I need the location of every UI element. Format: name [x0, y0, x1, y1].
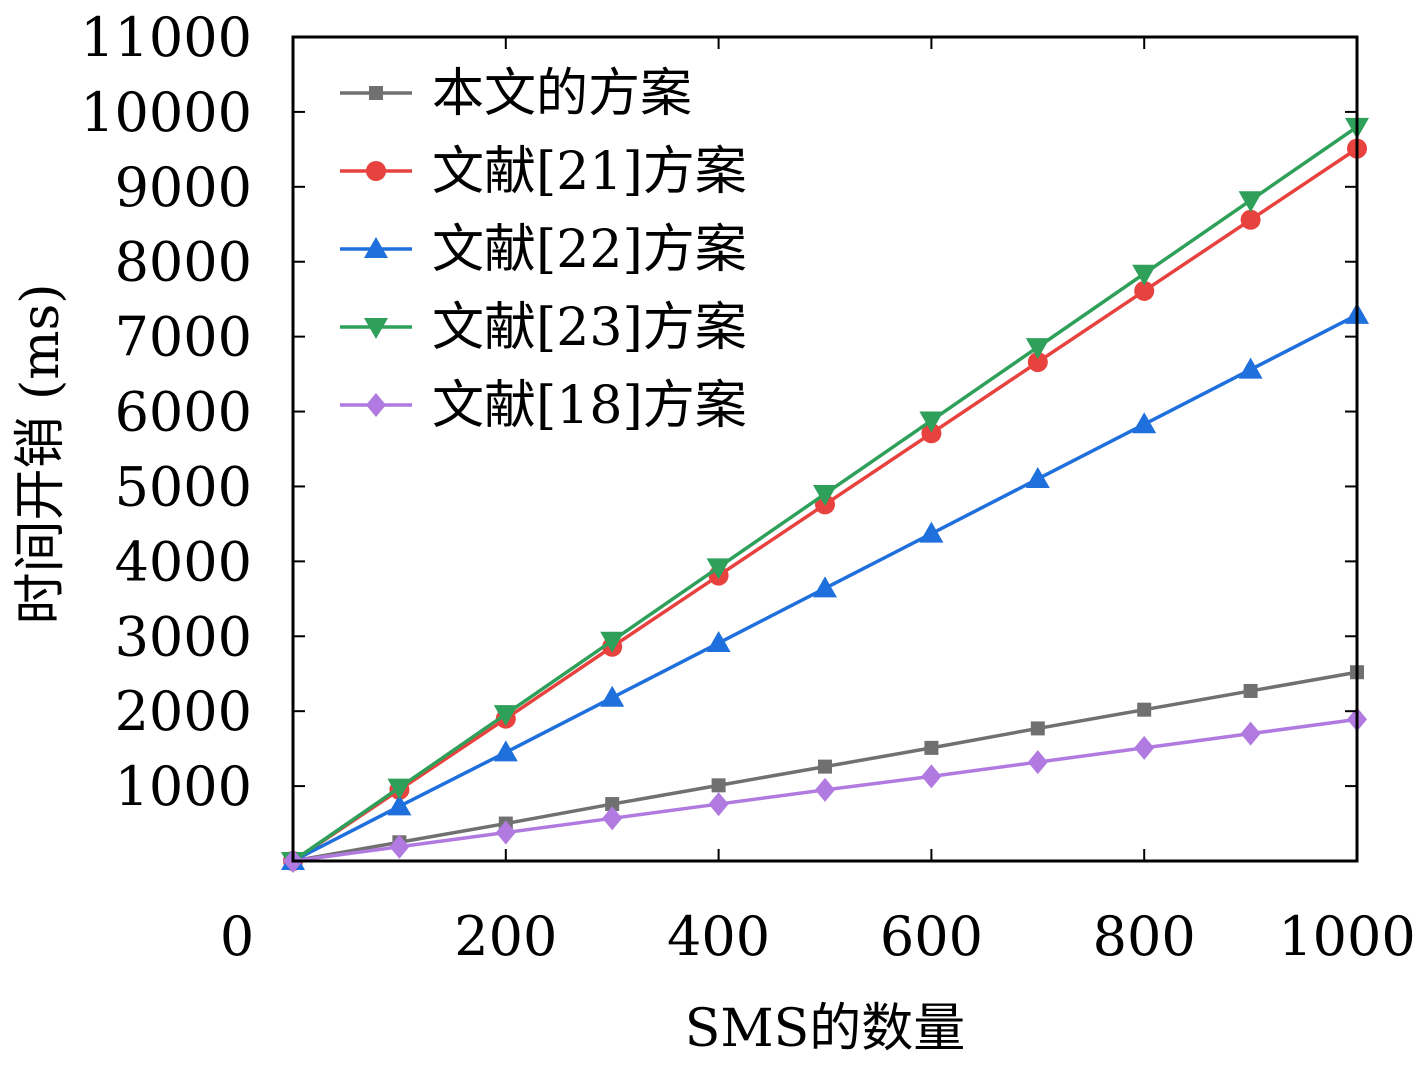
legend-item: 文献[22]方案	[340, 220, 747, 280]
data-point	[600, 685, 625, 707]
x-tick-label: 400	[667, 905, 770, 968]
data-point	[387, 794, 412, 816]
legend-swatch-marker	[364, 237, 388, 258]
y-tick-label: 8000	[115, 231, 252, 294]
data-point	[919, 411, 944, 433]
data-point	[1027, 750, 1048, 775]
data-point	[708, 792, 729, 817]
data-point	[921, 764, 942, 789]
series-1	[286, 665, 1364, 868]
data-point	[1025, 338, 1050, 360]
data-point	[493, 705, 518, 727]
y-tick-label: 4000	[115, 530, 252, 593]
data-point	[706, 558, 731, 580]
data-point	[1025, 466, 1050, 488]
legend-item: 文献[23]方案	[340, 298, 747, 358]
y-tick-label: 9000	[115, 156, 252, 219]
y-axis: 1000 2000 3000 4000 5000 6000 7000 8000 9000 1000…	[80, 6, 1357, 818]
data-point	[602, 806, 623, 831]
data-point	[711, 778, 726, 793]
data-point	[495, 820, 516, 845]
legend-item: 文献[18]方案	[340, 376, 747, 436]
data-point	[600, 631, 625, 653]
data-point	[1027, 352, 1048, 373]
legend-swatch-marker	[366, 161, 386, 181]
y-tick-label: 3000	[115, 605, 252, 668]
legend-label: 文献[23]方案	[432, 298, 747, 358]
y-tick-label: 11000	[80, 6, 252, 69]
data-point	[387, 778, 412, 800]
y-tick-label: 1000	[115, 755, 252, 818]
y-tick-label: 5000	[115, 455, 252, 518]
y-tick-label: 10000	[80, 81, 252, 144]
data-point	[1240, 209, 1261, 230]
data-point	[1243, 683, 1258, 698]
series-3	[281, 302, 1369, 870]
x-axis: 0 200 400 600 800 1000	[220, 37, 1416, 968]
x-tick-label: 200	[454, 905, 557, 968]
data-point	[921, 423, 942, 444]
series-4	[281, 117, 1369, 873]
x-axis-title: SMS的数量	[685, 999, 966, 1059]
data-point	[1238, 191, 1263, 213]
legend-item: 文献[21]方案	[340, 142, 747, 202]
series-layer	[281, 117, 1369, 873]
data-point	[919, 521, 944, 543]
data-point	[1137, 702, 1152, 717]
data-point	[389, 834, 410, 859]
data-point	[1238, 357, 1263, 379]
plot-frame	[291, 35, 1359, 863]
series-5	[283, 707, 1367, 873]
data-point	[493, 740, 518, 762]
data-point	[815, 777, 835, 802]
legend-label: 文献[18]方案	[432, 376, 747, 436]
legend-item: 本文的方案	[340, 64, 692, 124]
legend-swatch-marker	[369, 86, 383, 100]
x-tick-label: 1000	[1278, 905, 1415, 968]
legend-label: 文献[21]方案	[432, 142, 747, 202]
x-tick-label: 0	[220, 905, 254, 968]
data-point	[1132, 412, 1157, 434]
y-tick-label: 2000	[115, 680, 252, 743]
data-point	[924, 740, 939, 755]
data-point	[1134, 280, 1155, 301]
legend-swatch-marker	[366, 393, 386, 417]
data-point	[706, 631, 731, 653]
data-point	[605, 797, 620, 812]
legend-label: 本文的方案	[432, 64, 692, 124]
data-point	[1030, 721, 1045, 736]
x-tick-label: 800	[1093, 905, 1196, 968]
data-point	[1134, 735, 1155, 760]
data-point	[1132, 264, 1157, 286]
y-tick-label: 7000	[115, 306, 252, 369]
data-point	[813, 576, 837, 598]
data-point	[818, 759, 832, 774]
legend-swatch-marker	[364, 318, 388, 339]
y-axis-title: 时间开销 (ms)	[11, 283, 71, 624]
data-point	[1240, 721, 1261, 746]
x-tick-label: 600	[880, 905, 983, 968]
y-tick-label: 6000	[115, 381, 252, 444]
legend-label: 文献[22]方案	[432, 220, 747, 280]
data-point	[813, 484, 837, 506]
